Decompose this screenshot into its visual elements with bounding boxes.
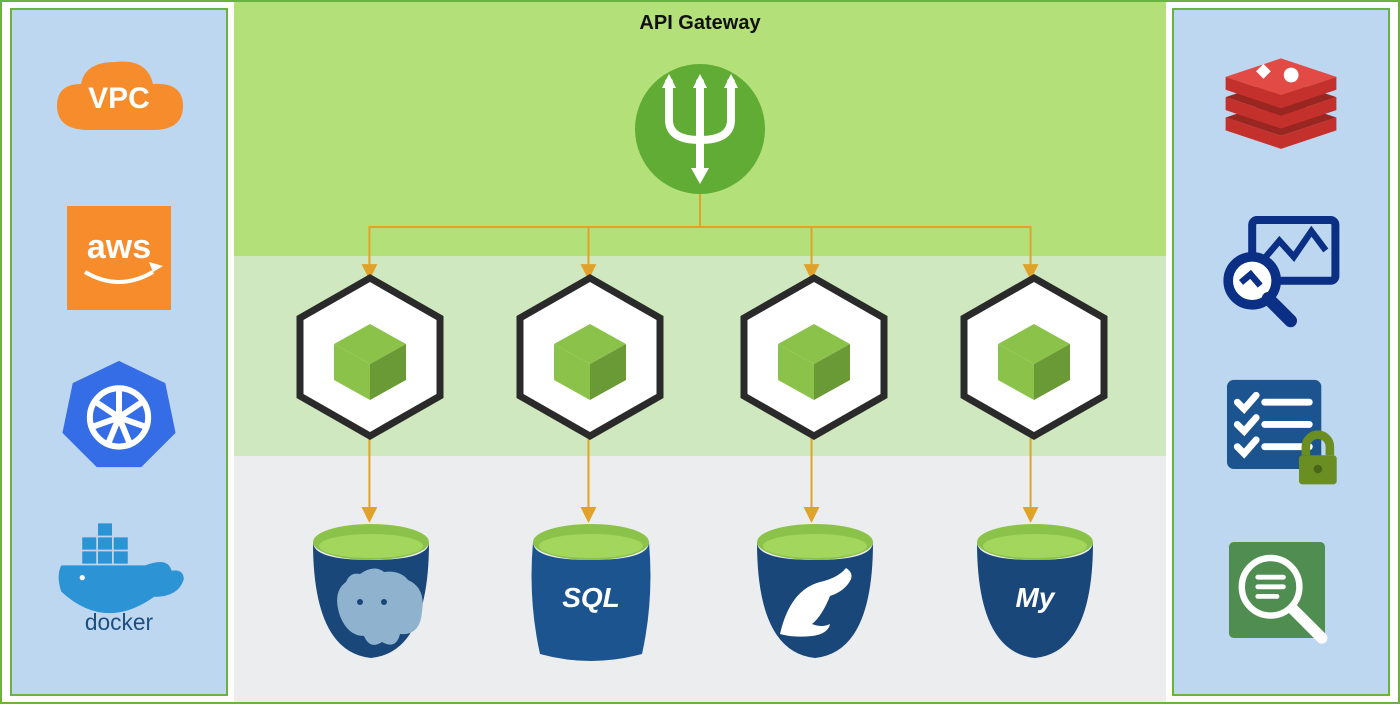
log-search-icon (1211, 212, 1351, 332)
aws-label: aws (87, 228, 151, 266)
db-sql-label: SQL (526, 582, 656, 614)
db-mysql-label: My (970, 582, 1100, 614)
service-cube-1 (514, 272, 666, 442)
service-cube-0 (294, 272, 446, 442)
db-mysql: My (970, 522, 1100, 662)
aws-icon: aws (49, 200, 189, 320)
docker-icon: docker (49, 507, 189, 657)
service-cube-2 (738, 272, 890, 442)
db-mariadb (750, 522, 880, 662)
docker-label: docker (85, 609, 154, 635)
db-postgresql (306, 522, 436, 662)
api-gateway-icon (635, 64, 765, 194)
kubernetes-icon (49, 354, 189, 474)
diagram-canvas: VPC aws (0, 0, 1400, 704)
right-tools-panel (1172, 8, 1390, 696)
code-inspect-icon (1211, 534, 1351, 654)
vpc-label: VPC (88, 82, 150, 115)
center-area: API Gateway (234, 2, 1166, 702)
compliance-icon (1211, 373, 1351, 493)
diagram-title: API Gateway (234, 12, 1166, 35)
db-sql: SQL (526, 522, 656, 662)
left-tech-panel: VPC aws (10, 8, 228, 696)
service-cube-3 (958, 272, 1110, 442)
redis-icon (1211, 51, 1351, 171)
vpc-icon: VPC (49, 47, 189, 167)
